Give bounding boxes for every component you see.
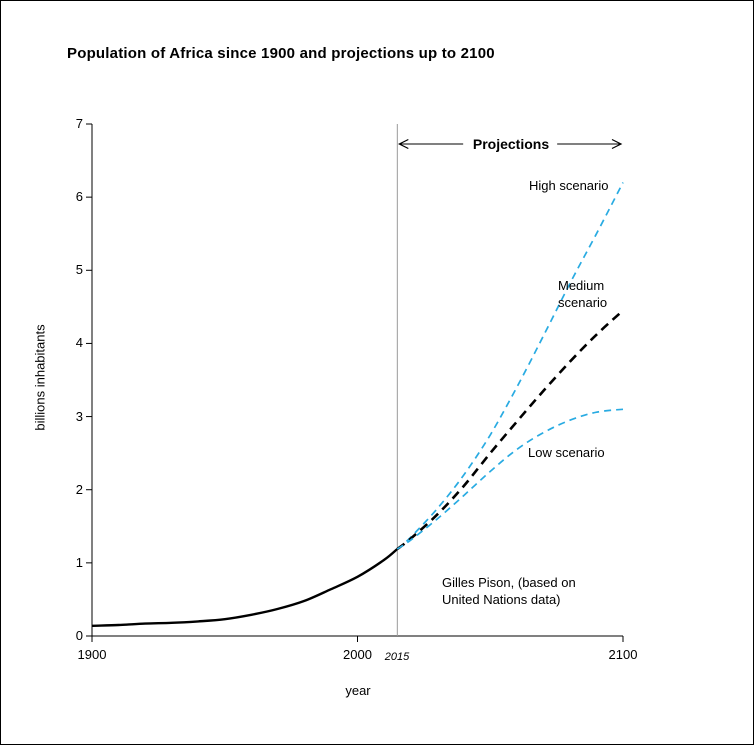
- y-tick-label: 3: [75, 408, 83, 424]
- chart-title: Population of Africa since 1900 and proj…: [67, 45, 495, 62]
- y-tick-label: 6: [75, 189, 83, 205]
- x-tick-label: 2100: [608, 647, 638, 662]
- y-tick-label: 4: [75, 335, 83, 351]
- series-medium-scenario-line: [396, 309, 624, 551]
- series-high-scenario-line: [396, 182, 624, 550]
- annotation-medium-scenario: Medium scenario: [558, 278, 608, 310]
- y-tick-label: 0: [75, 628, 83, 643]
- x-tick-label: 1900: [77, 647, 107, 662]
- series-historical-line: [91, 548, 399, 627]
- axes-group: [86, 123, 624, 642]
- source-note: Gilles Pison, (based on United Nations d…: [442, 575, 576, 607]
- x-axis-label: year: [345, 683, 371, 698]
- y-axis-label: billions inhabitants: [32, 324, 48, 431]
- projections-arrow: [397, 138, 623, 150]
- annotation-low-scenario: Low scenario: [528, 445, 605, 460]
- y-tick-label: 7: [75, 116, 83, 131]
- y-tick-label: 1: [75, 554, 83, 570]
- marker-year-label: 2015: [384, 651, 410, 663]
- x-tick-label: 2000: [343, 647, 372, 662]
- arrowhead-left-icon: [397, 138, 409, 150]
- y-tick-label: 5: [75, 262, 83, 278]
- arrowhead-right-icon: [611, 138, 623, 150]
- y-tick-label: 2: [75, 481, 83, 497]
- annotation-high-scenario: High scenario: [529, 178, 609, 193]
- projections-label: Projections: [472, 136, 550, 152]
- series-low-scenario-line: [396, 408, 624, 550]
